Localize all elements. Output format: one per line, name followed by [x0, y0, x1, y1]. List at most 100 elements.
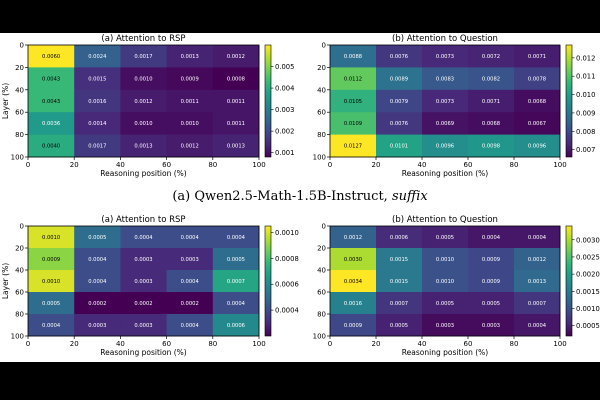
heatmap-cell	[74, 112, 121, 135]
heatmap-cell	[422, 314, 469, 337]
heatmap-cell	[28, 314, 75, 337]
cell-value-label: 0.0010	[134, 76, 152, 82]
cell-value-label: 0.0005	[390, 323, 408, 329]
heatmap-cell	[376, 45, 423, 68]
colorbar	[565, 44, 573, 158]
heatmap-bottom-right: (b) Attention to Question 0.0012 0.0006 0.0…	[313, 215, 600, 357]
colorbar	[565, 225, 573, 337]
cell-value-label: 0.0003	[482, 323, 500, 329]
heatmap-cell	[212, 226, 260, 249]
cell-value-label: 0.0004	[181, 279, 200, 285]
heatmap-cell	[422, 248, 469, 271]
x-tick-label: 0	[26, 161, 30, 169]
heatmap-cell	[28, 112, 75, 135]
cell-value-label: 0.0005	[482, 301, 500, 307]
colorbar-tick-label: 0.010	[576, 91, 595, 99]
heatmap-cell	[212, 292, 260, 315]
heatmap-cell	[422, 45, 469, 68]
y-tick-label: 80	[15, 311, 24, 319]
cell-value-label: 0.0043	[42, 76, 60, 82]
heatmap-cell	[330, 270, 377, 293]
cell-value-label: 0.0009	[181, 76, 199, 82]
x-tick-label: 100	[252, 340, 265, 348]
cell-value-label: 0.0011	[181, 99, 199, 105]
heatmap-cell	[212, 89, 260, 113]
heatmap-cell	[468, 134, 515, 158]
heatmap-cell	[330, 45, 377, 68]
heatmap-cell	[514, 89, 561, 113]
colorbar-tick-label: 0.005	[275, 63, 294, 71]
cell-value-label: 0.0012	[344, 235, 362, 241]
cell-value-label: 0.0089	[390, 76, 408, 82]
heatmap-cell	[330, 292, 377, 315]
heatmap-cell	[330, 226, 377, 249]
y-tick-label: 60	[15, 109, 24, 117]
heatmap-cell	[120, 112, 167, 135]
x-tick-label: 80	[510, 161, 519, 169]
y-tick-label: 80	[317, 131, 326, 139]
x-tick-label: 0	[328, 340, 332, 348]
y-tick-label: 100	[11, 333, 24, 341]
cell-value-label: 0.0071	[482, 99, 500, 105]
cell-value-label: 0.0004	[227, 301, 246, 307]
y-tick-label: 0	[322, 223, 326, 231]
heatmap-cell	[120, 67, 167, 91]
heatmap-cell	[166, 292, 214, 315]
heatmap-cell	[376, 134, 423, 158]
heatmap-cell	[28, 89, 75, 113]
cell-value-label: 0.0005	[436, 301, 454, 307]
heatmap-cell	[74, 270, 121, 293]
cell-value-label: 0.0015	[390, 257, 408, 263]
cell-value-label: 0.0002	[134, 301, 152, 307]
colorbar-tick-label: 0.0006	[275, 281, 299, 289]
cell-value-label: 0.0073	[436, 54, 454, 60]
cell-value-label: 0.0008	[227, 76, 245, 82]
y-tick-label: 0	[20, 42, 24, 50]
cell-value-label: 0.0003	[88, 323, 106, 329]
colorbar-tick-label: 0.0008	[275, 255, 299, 263]
colorbar-tick-label: 0.007	[576, 146, 595, 154]
heatmap-cell	[74, 248, 121, 271]
heatmap-cell	[330, 112, 377, 135]
heatmap-cell	[330, 134, 377, 158]
heatmap-cell	[74, 314, 121, 337]
heatmap-cell	[166, 89, 214, 113]
cell-value-label: 0.0076	[390, 121, 408, 127]
cell-value-label: 0.0072	[482, 54, 500, 60]
y-tick-label: 80	[317, 311, 326, 319]
colorbar-tick-label: 0.011	[576, 73, 595, 81]
cell-value-label: 0.0007	[390, 301, 408, 307]
cell-value-label: 0.0004	[88, 279, 107, 285]
heatmap-cell	[376, 248, 423, 271]
heatmap-cell	[166, 226, 214, 249]
top-letterbox-bar	[0, 0, 600, 33]
y-tick-label: 60	[317, 109, 326, 117]
heatmap-cell	[166, 112, 214, 135]
heatmap-cell	[422, 226, 469, 249]
cell-value-label: 0.0034	[344, 279, 363, 285]
heatmap-cell	[120, 292, 167, 315]
cell-value-label: 0.0003	[181, 257, 199, 263]
cell-value-label: 0.0005	[88, 235, 106, 241]
x-tick-label: 20	[372, 340, 381, 348]
heatmap-cell	[166, 270, 214, 293]
x-axis-label: Reasoning position (%)	[402, 169, 488, 178]
heatmap-cell	[468, 89, 515, 113]
bottom-letterbox-bar	[0, 362, 600, 400]
cell-value-label: 0.0068	[482, 121, 500, 127]
heatmap-cell	[376, 314, 423, 337]
heatmap-title: (a) Attention to RSP	[101, 215, 185, 225]
cell-value-label: 0.0009	[482, 279, 500, 285]
colorbar-tick-label: 0.009	[576, 109, 595, 117]
heatmap-cell	[166, 45, 214, 68]
heatmap-cell	[120, 226, 167, 249]
x-tick-label: 20	[70, 340, 79, 348]
x-tick-label: 100	[252, 161, 265, 169]
cell-value-label: 0.0012	[134, 99, 152, 105]
y-tick-label: 0	[20, 223, 24, 231]
heatmap-cell	[422, 67, 469, 91]
heatmap-cell	[28, 67, 75, 91]
heatmap-cell	[28, 226, 75, 249]
cell-value-label: 0.0096	[528, 144, 546, 150]
